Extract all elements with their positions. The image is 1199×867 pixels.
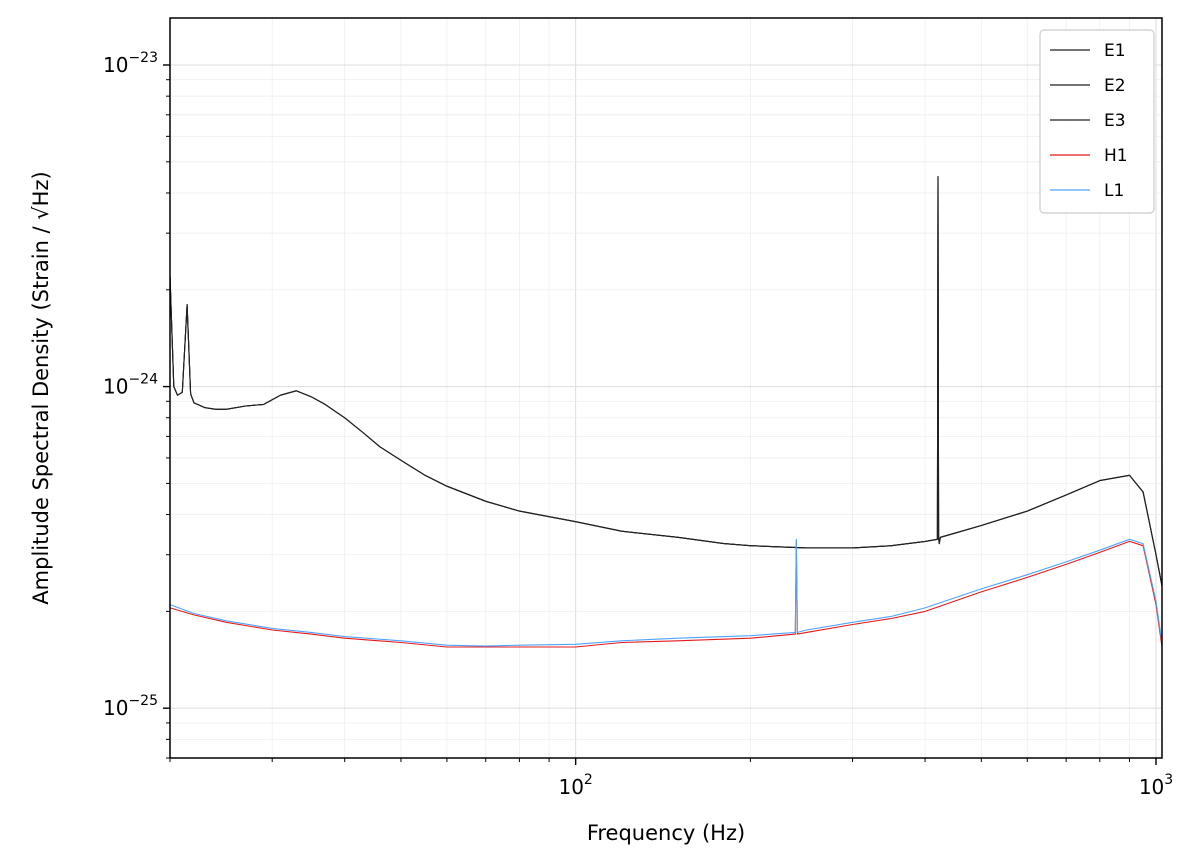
plot-frame [169,17,1163,759]
legend-label: L1 [1104,181,1124,201]
legend-box [1039,29,1155,214]
y-tick-label: 10−23 [103,50,158,77]
x-axis-label: Frequency (Hz) [587,821,745,845]
grid [169,18,1162,759]
y-tick-label-base: 10 [103,375,128,399]
x-tick-label-base: 10 [558,775,583,799]
series-line-e1 [169,175,1163,587]
legend-label: E2 [1104,76,1126,96]
x-tick-label-exp: 2 [584,772,593,788]
y-tick-label-base: 10 [103,53,128,77]
y-tick-label-base: 10 [103,696,128,720]
series-layer [169,175,1163,648]
legend-label: E3 [1104,111,1126,131]
y-tick-label: 10−25 [103,693,158,720]
y-tick-label-exp: −23 [128,50,158,66]
tick-layer [163,64,1157,765]
series-line-e2 [169,175,1163,587]
legend-label: H1 [1104,146,1128,166]
y-tick-label-exp: −25 [128,693,158,709]
x-tick-label: 103 [1139,772,1173,799]
x-tick-label-exp: 3 [1164,772,1173,788]
x-tick-label: 102 [558,772,592,799]
series-line-e3 [169,175,1163,587]
y-tick-label: 10−24 [103,372,158,399]
y-axis-label: Amplitude Spectral Density (Strain / √Hz… [29,171,53,604]
legend-label: E1 [1104,41,1126,61]
y-tick-label-exp: −24 [128,372,158,388]
x-tick-label-base: 10 [1139,775,1164,799]
series-line-l1 [169,538,1163,647]
series-line-h1 [169,540,1163,648]
legend: E1 E2 E3 H1 L1 [1039,29,1155,214]
